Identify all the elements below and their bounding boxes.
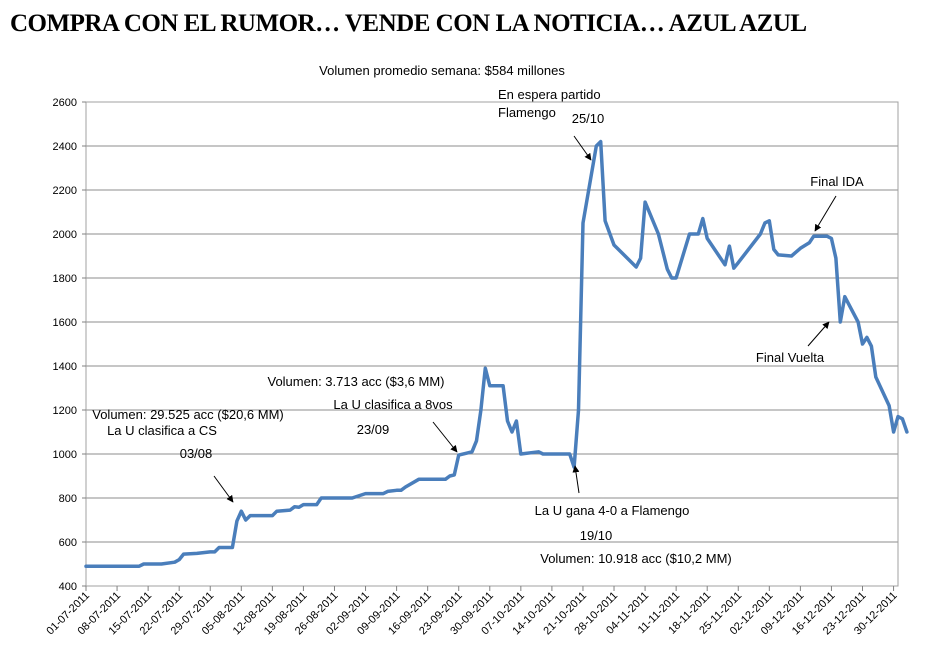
- y-tick-label: 2600: [53, 97, 77, 109]
- annotation-flamengo-win: La U gana 4-0 a Flamengo 19/10 Volumen: …: [535, 465, 732, 566]
- y-tick-label: 1800: [53, 273, 77, 285]
- annotation-line: Flamengo: [498, 105, 556, 120]
- y-tick-label: 600: [59, 537, 77, 549]
- y-tick-label: 400: [59, 581, 77, 593]
- annotation-line: 25/10: [572, 111, 605, 126]
- annotation-line: En espera partido: [498, 87, 601, 102]
- annotation-line: 03/08: [180, 446, 213, 461]
- annotation-line: Volumen: 10.918 acc ($10,2 MM): [540, 551, 732, 566]
- annotation-line: La U clasifica a 8vos: [333, 397, 453, 412]
- y-tick-label: 1200: [53, 405, 77, 417]
- annotation-arrow: [573, 135, 592, 161]
- y-tick-label: 2000: [53, 229, 77, 241]
- annotation-line: Final Vuelta: [756, 350, 825, 365]
- y-axis: 400 600 800 1000 1200 1400 1600 1800 2000 2200 240…: [53, 97, 86, 593]
- x-axis: 01-07-201108-07-201115-07-201122-07-2011…: [44, 586, 900, 637]
- y-tick-label: 2400: [53, 141, 77, 153]
- annotation-line: Final IDA: [810, 174, 864, 189]
- y-tick-label: 2200: [53, 185, 77, 197]
- annotation-cs: Volumen: 29.525 acc ($20,6 MM) La U clas…: [92, 407, 284, 503]
- annotation-final-vuelta: Final Vuelta: [756, 321, 830, 365]
- y-tick-label: 1000: [53, 449, 77, 461]
- annotation-line: La U gana 4-0 a Flamengo: [535, 503, 690, 518]
- annotation-8vos: Volumen: 3.713 acc ($3,6 MM) La U clasif…: [267, 374, 458, 453]
- y-tick-label: 1400: [53, 361, 77, 373]
- plot-area-border: [85, 101, 899, 587]
- annotation-line: 23/09: [357, 422, 390, 437]
- annotation-arrow: [814, 195, 837, 232]
- gridlines: [86, 145, 898, 543]
- annotation-arrow: [572, 465, 580, 494]
- annotation-line: 19/10: [580, 528, 613, 543]
- annotation-arrow: [807, 321, 830, 347]
- y-tick-label: 1600: [53, 317, 77, 329]
- annotation-line: La U clasifica a CS: [107, 423, 217, 438]
- series-line: [84, 139, 909, 568]
- chart-subtitle: Volumen promedio semana: $584 millones: [319, 63, 565, 78]
- page-title: COMPRA CON EL RUMOR… VENDE CON LA NOTICI…: [10, 10, 807, 37]
- annotation-flamengo-wait: En espera partido Flamengo 25/10: [498, 87, 605, 161]
- y-tick-label: 800: [59, 493, 77, 505]
- annotation-line: Volumen: 3.713 acc ($3,6 MM): [267, 374, 444, 389]
- annotation-arrow: [432, 421, 458, 453]
- annotation-arrow: [213, 475, 234, 503]
- annotation-line: Volumen: 29.525 acc ($20,6 MM): [92, 407, 284, 422]
- annotation-final-ida: Final IDA: [810, 174, 864, 232]
